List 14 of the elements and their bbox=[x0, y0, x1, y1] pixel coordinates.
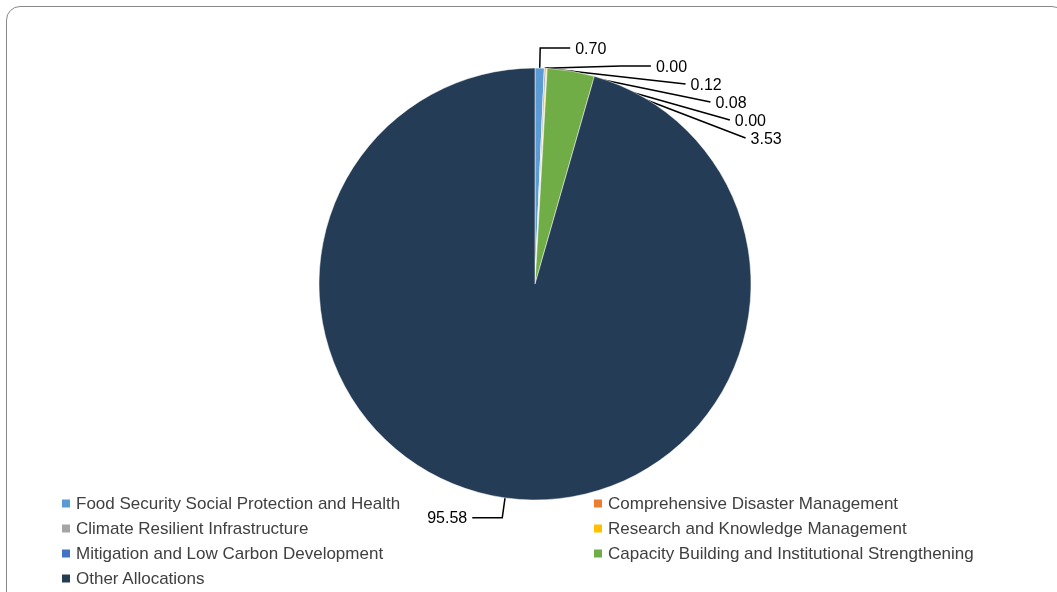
legend-label: Capacity Building and Institutional Strengthening bbox=[608, 544, 974, 563]
legend-label: Food Security Social Protection and Health bbox=[76, 494, 401, 513]
text: 0.00 bbox=[655, 57, 688, 75]
legend-label: Mitigation and Low Carbon Development bbox=[76, 544, 384, 563]
data-label: 0.12 bbox=[690, 75, 722, 93]
data-label: 0.70 bbox=[575, 39, 607, 57]
legend-label: Comprehensive Disaster Management bbox=[608, 494, 899, 513]
legend-label: Climate Resilient Infrastructure bbox=[76, 519, 309, 538]
legend-label: Other Allocations bbox=[76, 569, 205, 588]
legend-label: Research and Knowledge Management bbox=[608, 519, 907, 538]
text: 0.00 bbox=[734, 111, 767, 129]
data-label: 95.58 bbox=[427, 509, 468, 527]
data-label: 0.08 bbox=[715, 93, 747, 111]
data-label: 3.53 bbox=[750, 129, 782, 147]
